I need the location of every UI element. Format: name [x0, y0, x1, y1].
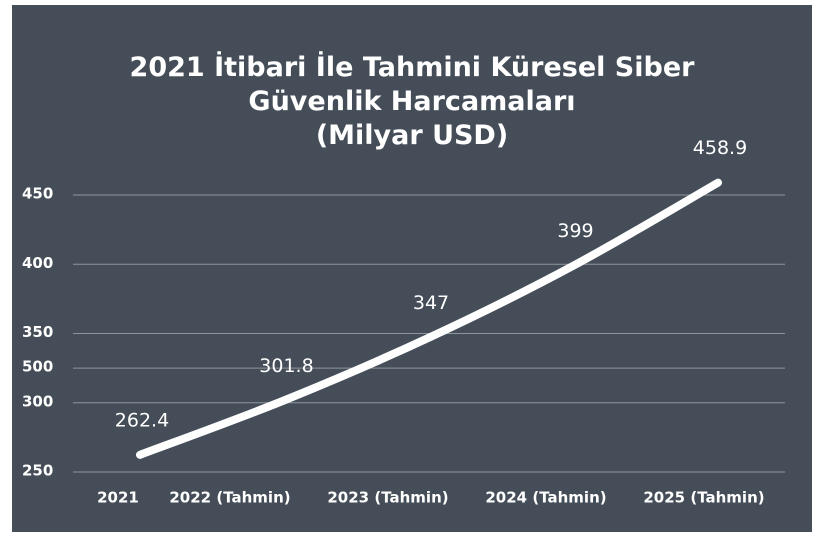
y-tick-label: 450	[22, 185, 53, 203]
x-tick-label: 2022 (Tahmin)	[169, 489, 290, 507]
x-tick-label: 2025 (Tahmin)	[643, 489, 764, 507]
y-tick-label: 300	[22, 392, 53, 410]
x-tick-label: 2024 (Tahmin)	[485, 489, 606, 507]
data-label: 347	[413, 292, 449, 314]
data-line	[136, 178, 722, 459]
y-tick-label: 400	[22, 254, 53, 272]
y-tick-label: 250	[22, 462, 53, 480]
data-label: 399	[557, 220, 593, 242]
chart-background	[12, 5, 812, 532]
data-label: 301.8	[259, 355, 313, 377]
y-tick-label: 500	[22, 358, 53, 376]
x-tick-label: 2021	[97, 489, 139, 507]
y-tick-label: 350	[22, 323, 53, 341]
data-label: 262.4	[115, 409, 169, 431]
data-label: 458.9	[693, 137, 747, 159]
chart-title: 2021 İtibari İle Tahmini Küresel Siber Gü…	[130, 51, 696, 151]
x-tick-label: 2023 (Tahmin)	[327, 489, 448, 507]
